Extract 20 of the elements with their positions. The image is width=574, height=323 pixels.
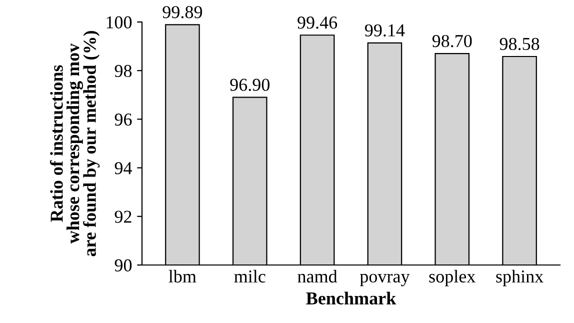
- data-label: 99.89: [162, 6, 202, 18]
- data-label: 96.90: [230, 78, 270, 91]
- x-tick-label: namd: [298, 270, 338, 283]
- data-label: 98.58: [500, 38, 540, 50]
- x-tick-label: soplex: [429, 270, 476, 286]
- y-tick-label: 98: [114, 64, 132, 78]
- y-tick-label: 96: [114, 114, 132, 126]
- x-tick-label: sphinx: [496, 270, 544, 286]
- y-tick-label: 100: [106, 16, 132, 28]
- data-label: 99.14: [364, 24, 405, 37]
- data-label: 99.46: [298, 16, 338, 29]
- y-axis-title: Ratio of instructions whose corresponding mov are found by our method (%): [50, 31, 100, 256]
- x-axis-title: Benchmark: [306, 292, 396, 304]
- x-tick-label: lbm: [168, 270, 196, 283]
- x-tick-label: milc: [234, 270, 266, 283]
- data-label: 98.70: [432, 34, 472, 48]
- y-tick-label: 94: [114, 162, 132, 174]
- x-tick-label: povray: [360, 274, 410, 286]
- y-tick-label: 92: [114, 210, 132, 223]
- y-tick-label: 90: [114, 259, 132, 272]
